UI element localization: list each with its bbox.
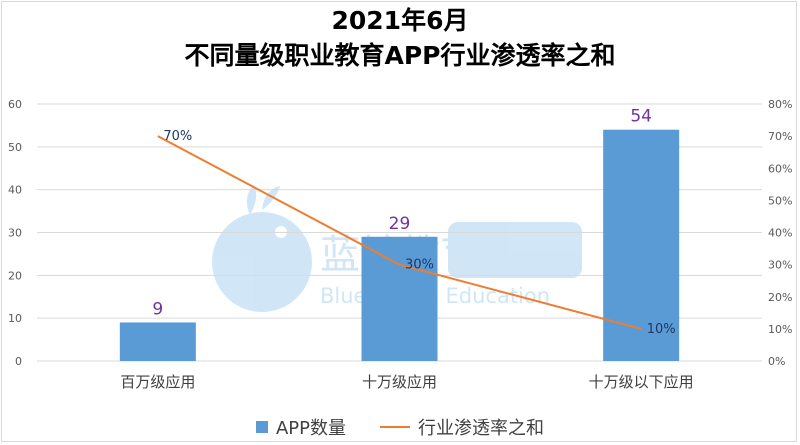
x-axis-labels: 百万级应用 十万级应用 十万级以下应用	[120, 373, 693, 391]
left-tick-label: 20	[8, 269, 22, 282]
legend-item-line: 行业渗透率之和	[380, 414, 544, 440]
bar-data-label: 29	[389, 214, 411, 234]
line-data-label: 70%	[163, 129, 192, 144]
bar-data-label: 9	[152, 299, 163, 319]
left-tick-label: 0	[15, 355, 22, 368]
right-tick-label: 70%	[768, 130, 792, 143]
line-series	[157, 135, 642, 330]
line-path	[157, 135, 642, 330]
legend-swatch-bar	[255, 421, 268, 433]
right-tick-label: 80%	[768, 98, 792, 111]
legend: APP数量 行业渗透率之和	[0, 414, 800, 440]
bar-data-label: 54	[630, 107, 652, 127]
bar	[361, 236, 438, 361]
chart-subtitle: 不同量级职业教育APP行业渗透率之和	[184, 41, 616, 70]
line-data-label: 30%	[405, 258, 434, 273]
right-tick-label: 10%	[768, 323, 792, 336]
legend-label-bar: APP数量	[275, 418, 347, 439]
category-label: 十万级以下应用	[589, 373, 694, 391]
bar-labels: 9 29 54	[152, 107, 652, 320]
left-axis: 0 10 20 30 40 50 60	[8, 98, 22, 368]
right-tick-label: 30%	[768, 259, 792, 272]
category-label: 百万级应用	[120, 373, 195, 391]
left-tick-label: 30	[8, 227, 22, 240]
right-tick-label: 0%	[768, 355, 785, 368]
right-tick-label: 50%	[768, 194, 792, 207]
category-label: 十万级应用	[362, 373, 437, 391]
bar	[119, 322, 196, 361]
left-tick-label: 50	[8, 141, 22, 154]
left-tick-label: 40	[8, 184, 22, 197]
right-axis: 0% 10% 20% 30% 40% 50% 60% 70% 80%	[768, 98, 792, 368]
right-tick-label: 40%	[768, 227, 792, 240]
line-data-label: 10%	[647, 322, 676, 337]
legend-label-line: 行业渗透率之和	[418, 418, 545, 439]
line-labels: 70% 30% 10%	[163, 129, 675, 337]
legend-swatch-line	[380, 426, 411, 428]
right-tick-label: 60%	[768, 162, 792, 175]
right-tick-label: 20%	[768, 291, 792, 304]
left-tick-label: 10	[8, 312, 22, 325]
left-tick-label: 60	[8, 98, 22, 111]
chart-title: 2021年6月	[331, 6, 469, 35]
legend-item-bar: APP数量	[255, 414, 347, 440]
bar-series	[119, 129, 680, 361]
